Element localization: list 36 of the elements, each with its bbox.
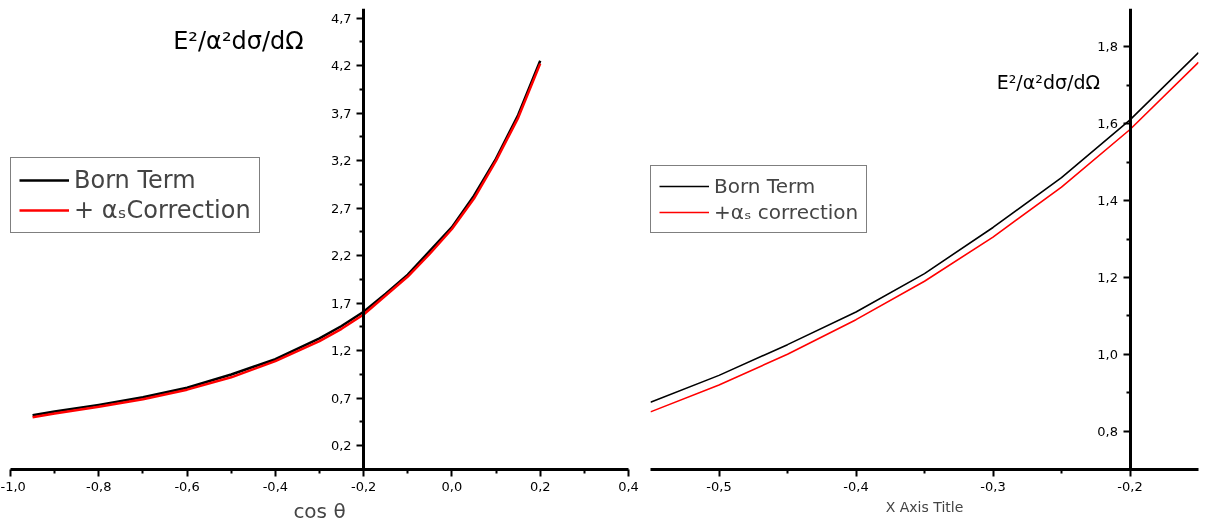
y-tick-label: 2,7 <box>330 200 352 216</box>
y-tick-label: 2,2 <box>330 248 352 264</box>
legend-label: Born Term <box>714 174 816 198</box>
y-tick-label: 0,8 <box>1097 423 1119 439</box>
x-tick-label: -0,8 <box>86 478 112 494</box>
x-tick-label: -0,3 <box>980 478 1006 494</box>
x-tick-label: -0,2 <box>350 478 377 494</box>
x-axis-title: X Axis Title <box>885 498 964 515</box>
legend-label: +αₛ correction <box>714 200 859 224</box>
y-tick-label: 3,2 <box>330 153 352 169</box>
y-axis-title: E²/α²dσ/dΩ <box>173 26 304 55</box>
y-tick-label: 4,7 <box>330 10 352 26</box>
x-tick-label: 0,0 <box>441 478 463 494</box>
y-tick-label: 1,2 <box>330 343 352 359</box>
x-tick-label: 0,4 <box>618 478 639 494</box>
y-tick-label: 1,8 <box>1097 39 1119 55</box>
y-tick-label: 3,7 <box>330 105 352 121</box>
legend-label: + αₛCorrection <box>74 196 251 224</box>
y-tick-label: 4,2 <box>330 58 352 74</box>
y-tick-label: 1,2 <box>1097 269 1119 285</box>
x-tick-label: 0,2 <box>529 478 551 494</box>
x-tick-label: -0,6 <box>174 478 200 494</box>
y-tick-label: 1,7 <box>330 295 352 311</box>
y-tick-label: 1,0 <box>1097 346 1119 362</box>
x-axis-title: cos θ <box>293 498 346 523</box>
y-tick-label: 0,7 <box>330 390 352 406</box>
x-tick-label: -0,5 <box>706 478 732 494</box>
x-tick-label: -0,4 <box>843 478 869 494</box>
legend-label: Born Term <box>74 166 196 194</box>
y-tick-label: 1,6 <box>1097 116 1119 132</box>
y-tick-label: 0,2 <box>330 438 352 454</box>
y-tick-label: 1,4 <box>1097 193 1119 209</box>
x-tick-label: -1,0 <box>0 478 26 494</box>
x-tick-label: -0,2 <box>1117 478 1143 494</box>
x-tick-label: -0,4 <box>262 478 289 494</box>
y-axis-title: E²/α²dσ/dΩ <box>996 71 1100 94</box>
